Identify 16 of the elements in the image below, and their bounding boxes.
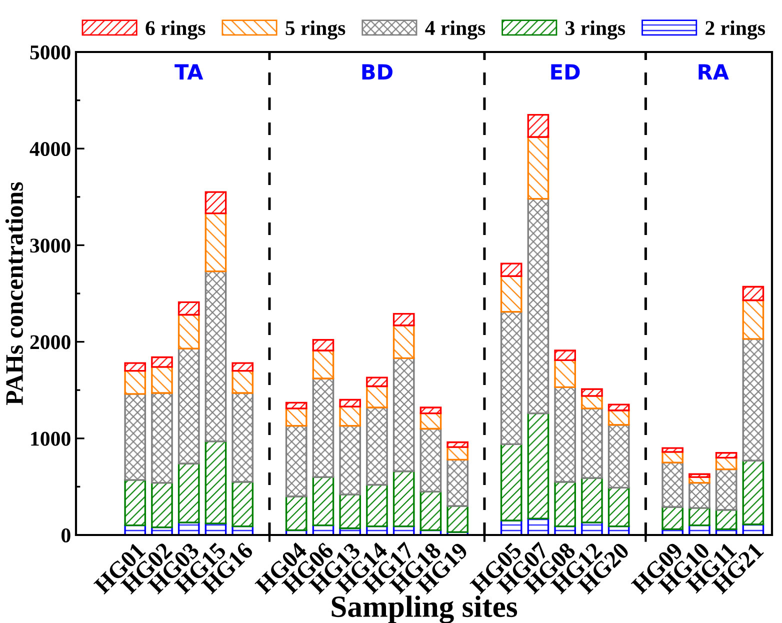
- annotation: ED: [551, 64, 580, 80]
- legend-label: 2 rings: [706, 20, 765, 40]
- y-tick-label: 2000: [30, 335, 70, 350]
- y-tick-label: 1000: [31, 432, 70, 446]
- y-axis-title: PAHs concentrations: [5, 182, 24, 405]
- annotation: BD: [362, 64, 392, 80]
- y-tick-label: 3000: [30, 238, 70, 253]
- legend-label: 5 rings: [286, 20, 346, 40]
- y-tick-label: 0: [62, 528, 70, 542]
- legend-label: 4 rings: [425, 20, 486, 40]
- annotation: RA: [698, 64, 729, 80]
- y-tick-label: 4000: [30, 142, 70, 156]
- legend-label: 3 rings: [566, 20, 626, 40]
- y-tick-label: 5000: [30, 45, 70, 60]
- annotation: TA: [174, 64, 204, 80]
- legend-label: 6 rings: [146, 20, 206, 40]
